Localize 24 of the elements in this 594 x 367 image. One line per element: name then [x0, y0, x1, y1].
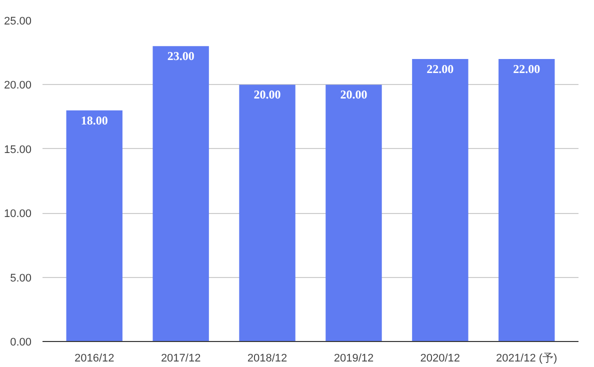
x-tick-label: 2017/12: [160, 352, 201, 364]
bar: [239, 84, 296, 342]
data-label: 22.00: [426, 62, 454, 76]
y-tick-label: 20.00: [4, 80, 32, 92]
bar: [66, 110, 122, 342]
data-label: 23.00: [167, 49, 194, 64]
data-label: 20.00: [340, 88, 368, 102]
bar: [326, 84, 382, 342]
data-label: 18.00: [80, 113, 108, 128]
y-tick-label: 25.00: [4, 16, 32, 28]
y-tick-label: 5.00: [10, 272, 32, 284]
bar: [412, 59, 468, 342]
x-tick-label: 2016/12: [74, 352, 114, 364]
data-label: 22.00: [513, 62, 540, 76]
x-tick-label: 2020/12: [420, 352, 460, 364]
data-label: 20.00: [254, 88, 281, 102]
x-tick-label: 2021/12 (予): [496, 352, 558, 364]
bar: [152, 46, 209, 342]
bar: [498, 59, 555, 342]
y-tick-label: 15.00: [4, 144, 32, 156]
x-tick-label: 2019/12: [334, 352, 374, 364]
x-tick-label: 2018/12: [247, 352, 288, 364]
y-tick-label: 0.00: [10, 336, 32, 348]
y-tick-label: 10.00: [4, 208, 32, 220]
